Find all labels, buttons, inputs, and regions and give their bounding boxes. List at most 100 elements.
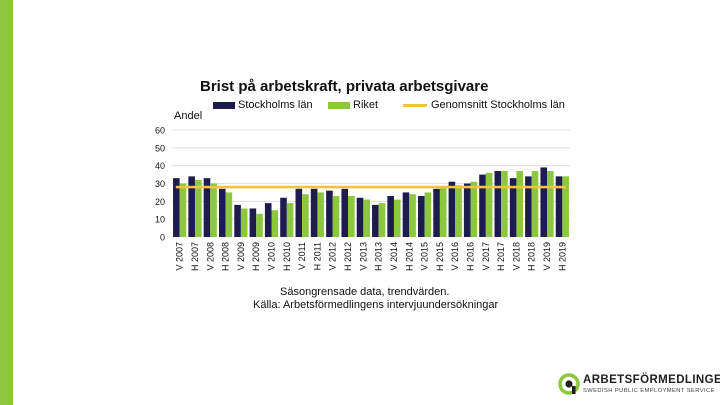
x-tick-label: V 2018 [511, 242, 521, 271]
bar-stockholm [525, 176, 532, 237]
bar-riket [393, 199, 401, 237]
legend-item-average: Genomsnitt Stockholms län [403, 99, 565, 111]
x-tick-label: H 2008 [221, 242, 231, 271]
bar-stockholm [356, 197, 364, 237]
bar-stockholm [326, 190, 333, 237]
x-tick-label: H 2007 [190, 242, 200, 271]
bar-riket [547, 171, 554, 237]
bar-stockholm [188, 176, 195, 237]
bar-riket [439, 187, 447, 237]
x-tick-label: V 2016 [450, 242, 460, 271]
x-tick-label: V 2015 [420, 242, 430, 271]
bar-stockholm [295, 188, 303, 237]
x-tick-label: V 2014 [389, 242, 399, 271]
bar-riket [455, 185, 462, 237]
bar-riket [286, 203, 294, 237]
y-tick-label: 30 [155, 179, 165, 189]
y-tick-label: 40 [155, 161, 165, 171]
y-tick-label: 20 [155, 197, 165, 207]
bar-riket [240, 208, 248, 237]
bar-stockholm [433, 188, 440, 237]
x-tick-label: H 2015 [435, 242, 445, 271]
bar-stockholm [494, 171, 502, 237]
bar-stockholm [555, 176, 563, 237]
x-tick-label: V 2013 [358, 242, 368, 271]
bar-stockholm [417, 195, 425, 237]
x-tick-label: V 2012 [328, 242, 338, 271]
x-tick-label: V 2009 [236, 242, 246, 271]
legend-item-riket: Riket [328, 99, 378, 111]
bar-stockholm [341, 188, 349, 237]
brand-logo: ARBETSFÖRMEDLINGEN SWEDISH PUBLIC EMPLOY… [558, 373, 720, 399]
bar-riket [179, 183, 187, 237]
legend-swatch-stockholm [213, 101, 235, 109]
legend-label-stockholm: Stockholms län [238, 99, 313, 111]
y-tick-label: 10 [155, 215, 165, 225]
x-tick-label: V 2008 [205, 242, 215, 271]
bar-riket [332, 195, 340, 237]
bar-stockholm [509, 178, 517, 237]
bar-riket [562, 176, 569, 237]
bar-riket [470, 181, 478, 237]
legend-item-stockholm: Stockholms län [213, 99, 313, 111]
bar-stockholm [479, 174, 486, 237]
x-tick-label: H 2019 [557, 242, 567, 271]
x-tick-label: H 2014 [404, 242, 414, 271]
bar-riket [317, 192, 325, 237]
x-tick-label: H 2011 [312, 242, 322, 270]
bar-riket [424, 192, 432, 237]
x-tick-label: V 2010 [267, 242, 277, 271]
bar-stockholm [402, 192, 410, 237]
bar-riket [378, 203, 386, 237]
bar-stockholm [264, 203, 272, 237]
x-tick-label: V 2011 [297, 242, 307, 270]
bar-stockholm [372, 204, 379, 237]
bar-riket [194, 179, 202, 237]
bar-stockholm [387, 195, 394, 237]
bar-riket [516, 171, 524, 237]
bar-riket [363, 199, 370, 237]
bar-riket [271, 210, 279, 237]
bar-riket [225, 192, 233, 237]
bar-stockholm [540, 167, 548, 237]
x-tick-label: H 2012 [343, 242, 353, 271]
x-tick-label: H 2013 [374, 242, 384, 271]
legend-label-average: Genomsnitt Stockholms län [431, 99, 565, 111]
legend-swatch-riket [328, 101, 350, 109]
bar-riket [485, 172, 493, 237]
x-tick-label: V 2017 [481, 242, 491, 271]
chart-title: Brist på arbetskraft, privata arbetsgiva… [200, 78, 489, 95]
bar-riket [501, 171, 508, 237]
x-tick-label: H 2009 [251, 242, 261, 271]
y-axis-label: Andel [174, 110, 203, 122]
bar-stockholm [203, 178, 211, 237]
bar-stockholm [448, 181, 456, 237]
accent-side-bar [0, 0, 13, 405]
legend-swatch-average [403, 103, 427, 107]
bar-stockholm [310, 188, 318, 237]
bar-stockholm [463, 183, 471, 237]
bar-stockholm [249, 208, 257, 237]
chart-note: Säsongrensade data, trendvärden. [280, 286, 450, 298]
y-tick-label: 0 [160, 233, 165, 243]
x-tick-label: H 2017 [496, 242, 506, 271]
y-tick-label: 60 [155, 126, 165, 136]
brand-name: ARBETSFÖRMEDLINGEN [583, 374, 720, 386]
bar-riket [302, 194, 309, 237]
bar-stockholm [218, 188, 226, 237]
bar-stockholm [280, 197, 287, 237]
x-tick-label: H 2018 [527, 242, 537, 271]
y-tick-label: 50 [155, 143, 165, 153]
chart-source: Källa: Arbetsförmedlingens intervjuunder… [253, 299, 499, 311]
arbetsformedlingen-logo-icon [558, 373, 580, 395]
x-tick-label: V 2007 [175, 242, 185, 271]
x-tick-label: V 2019 [542, 242, 552, 271]
bar-stockholm [173, 178, 180, 237]
bar-stockholm [234, 204, 241, 237]
bar-riket [256, 213, 263, 237]
bar-riket [531, 171, 539, 237]
x-tick-label: H 2010 [282, 242, 292, 271]
bar-riket [409, 194, 416, 237]
legend-label-riket: Riket [353, 99, 379, 111]
